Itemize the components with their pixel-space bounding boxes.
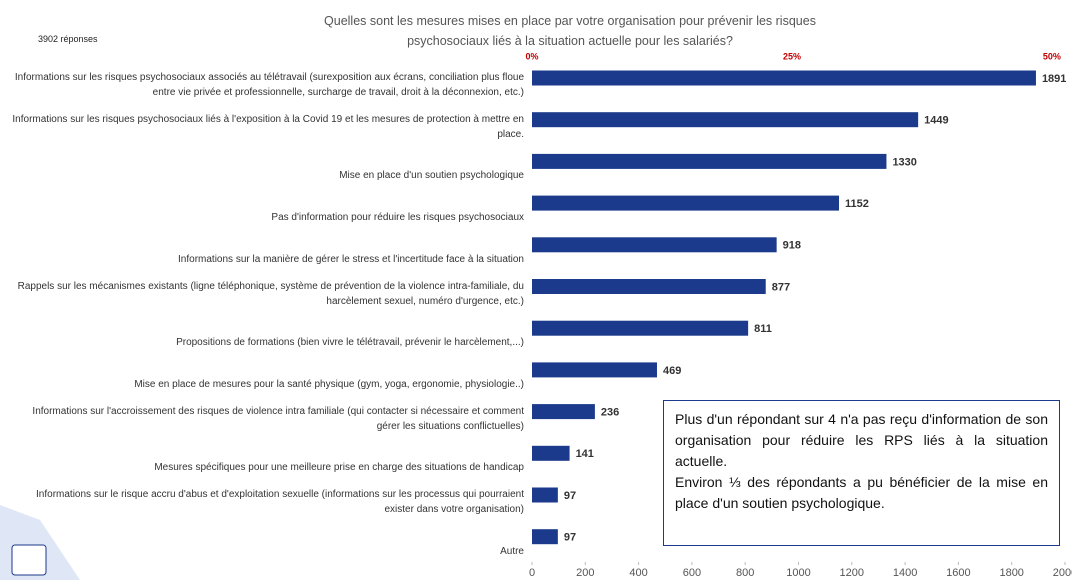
bar <box>532 529 558 545</box>
bar <box>532 404 595 420</box>
value-label: 236 <box>601 407 619 419</box>
x2-tick-label: 25% <box>783 51 801 61</box>
category-label: Mesures spécifiques pour une meilleure p… <box>154 462 524 474</box>
value-label: 1330 <box>892 156 916 168</box>
x-tick-label: 1600 <box>946 567 970 579</box>
annotation: Environ ⅓ des répondants a pu bénéficier… <box>675 474 1048 511</box>
category-label: Informations sur le risque accru d'abus … <box>36 489 524 515</box>
category-label: Mise en place d'un soutien psychologique <box>339 170 524 182</box>
annotation-box: Plus d'un répondant sur 4 n'a pas reçu d… <box>663 400 1060 546</box>
category-label: Informations sur les risques psychosocia… <box>12 113 524 140</box>
subtitle: 3902 réponses <box>38 34 98 44</box>
x-tick-label: 600 <box>683 567 701 579</box>
category-label: Mise en place de mesures pour la santé p… <box>134 378 524 390</box>
value-label: 1449 <box>924 115 948 127</box>
bar <box>532 195 840 211</box>
x-tick-label: 200 <box>576 567 594 579</box>
value-label: 97 <box>564 532 576 544</box>
x2-tick-label: 50% <box>1043 51 1061 61</box>
value-label: 469 <box>663 365 681 377</box>
x-tick-label: 1200 <box>840 567 864 579</box>
category-label: Autre <box>500 545 524 557</box>
x-tick-label: 800 <box>736 567 754 579</box>
x-tick-label: 1800 <box>999 567 1023 579</box>
value-label: 918 <box>783 240 801 252</box>
value-label: 811 <box>754 323 772 335</box>
annotation: Plus d'un répondant sur 4 n'a pas reçu d… <box>675 411 1048 469</box>
x-tick-label: 0 <box>529 567 535 579</box>
chart-title: Quelles sont les mesures mises en place … <box>324 14 816 48</box>
x-tick-label: 1000 <box>786 567 810 579</box>
bar <box>532 279 766 294</box>
value-label: 877 <box>772 281 790 293</box>
category-label: Informations sur les risques psychosocia… <box>14 72 524 98</box>
value-label: 97 <box>564 490 576 502</box>
bar <box>532 362 657 378</box>
x-tick-label: 1400 <box>893 567 917 579</box>
bar <box>532 320 749 336</box>
category-label: Propositions de formations (bien vivre l… <box>176 337 524 349</box>
category-label: Informations sur la manière de gérer le … <box>178 253 524 265</box>
bar <box>532 487 558 503</box>
x2-tick-label: 0% <box>525 51 538 61</box>
value-label: 141 <box>576 448 594 460</box>
bar <box>532 153 887 169</box>
bar <box>532 445 570 461</box>
bar <box>532 112 919 128</box>
bar <box>532 237 777 253</box>
category-label: Pas d'information pour réduire les risqu… <box>271 212 524 224</box>
category-label: Rappels sur les mécanismes existants (li… <box>17 280 524 307</box>
x-tick-label: 400 <box>629 567 647 579</box>
value-label: 1152 <box>845 198 869 210</box>
category-label: Informations sur l'accroissement des ris… <box>32 405 524 432</box>
logo <box>11 544 47 576</box>
bar <box>532 70 1036 86</box>
value-label: 1891 <box>1042 73 1066 85</box>
